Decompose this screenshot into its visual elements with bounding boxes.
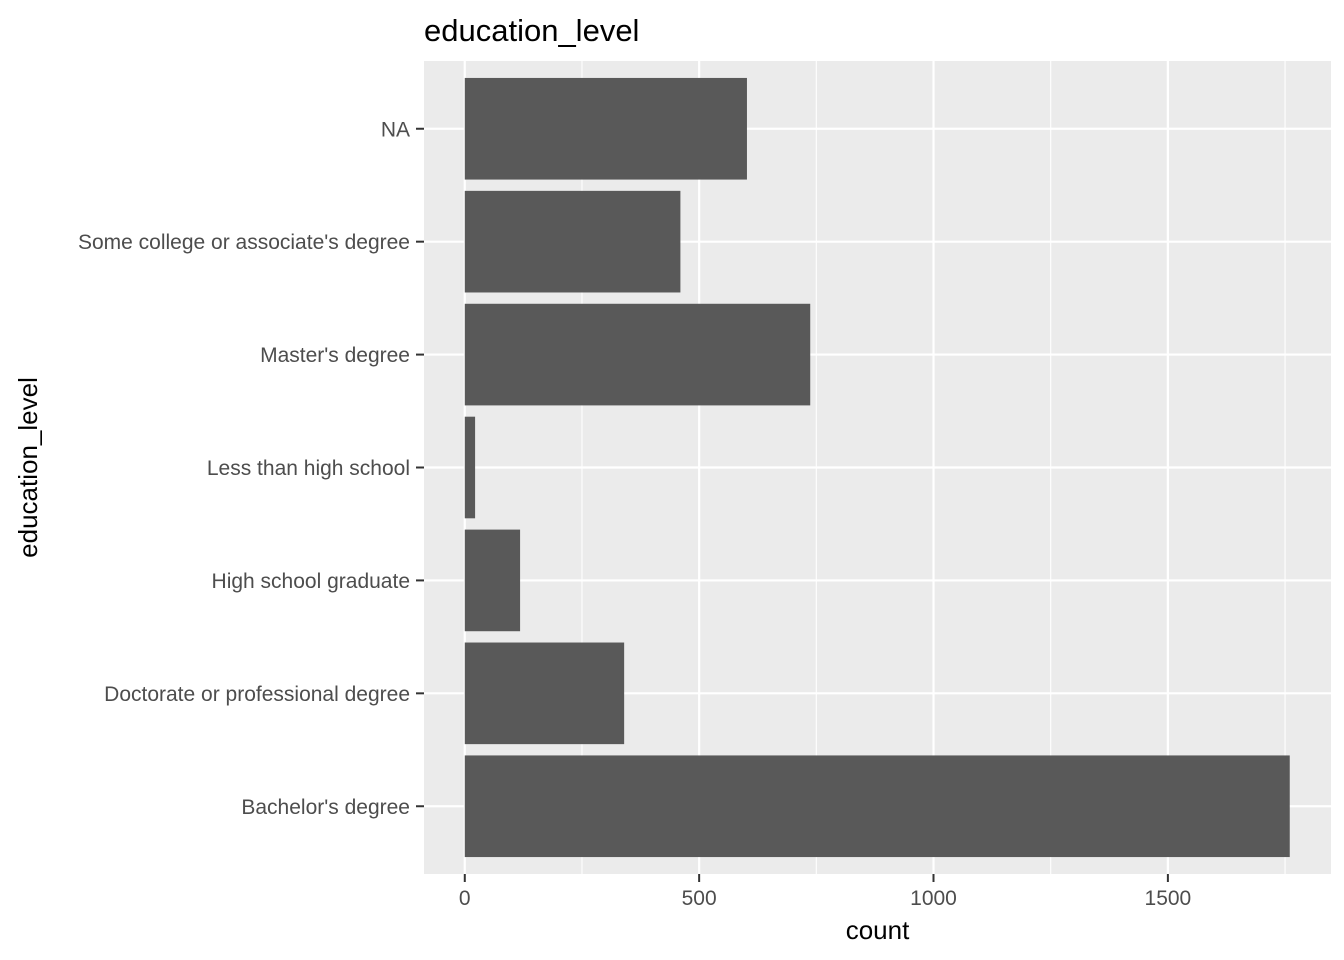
bars-layer: [464, 77, 1290, 858]
bar: [464, 755, 1290, 858]
chart-title: education_level: [424, 13, 639, 48]
bar: [464, 190, 681, 293]
x-tick-label: 500: [682, 887, 717, 910]
x-tick-label: 1500: [1145, 887, 1192, 910]
bar: [464, 416, 476, 519]
bar: [464, 642, 625, 745]
y-tick-label: High school graduate: [212, 570, 410, 593]
x-axis: 0 500 1000 1500: [459, 874, 1191, 910]
y-axis-title: education_level: [13, 377, 43, 558]
bar: [464, 77, 747, 180]
y-tick-label: NA: [381, 118, 410, 141]
x-axis-title: count: [846, 915, 910, 945]
bar: [464, 303, 811, 406]
y-tick-label: Bachelor's degree: [241, 796, 410, 819]
y-tick-label: Master's degree: [260, 344, 410, 367]
y-tick-label: Some college or associate's degree: [78, 231, 410, 254]
y-tick-label: Doctorate or professional degree: [104, 683, 410, 706]
x-tick-label: 1000: [910, 887, 957, 910]
y-tick-label: Less than high school: [207, 457, 410, 480]
bar: [464, 529, 521, 632]
y-axis: Bachelor's degree Doctorate or profession…: [78, 118, 424, 819]
x-tick-label: 0: [459, 887, 471, 910]
